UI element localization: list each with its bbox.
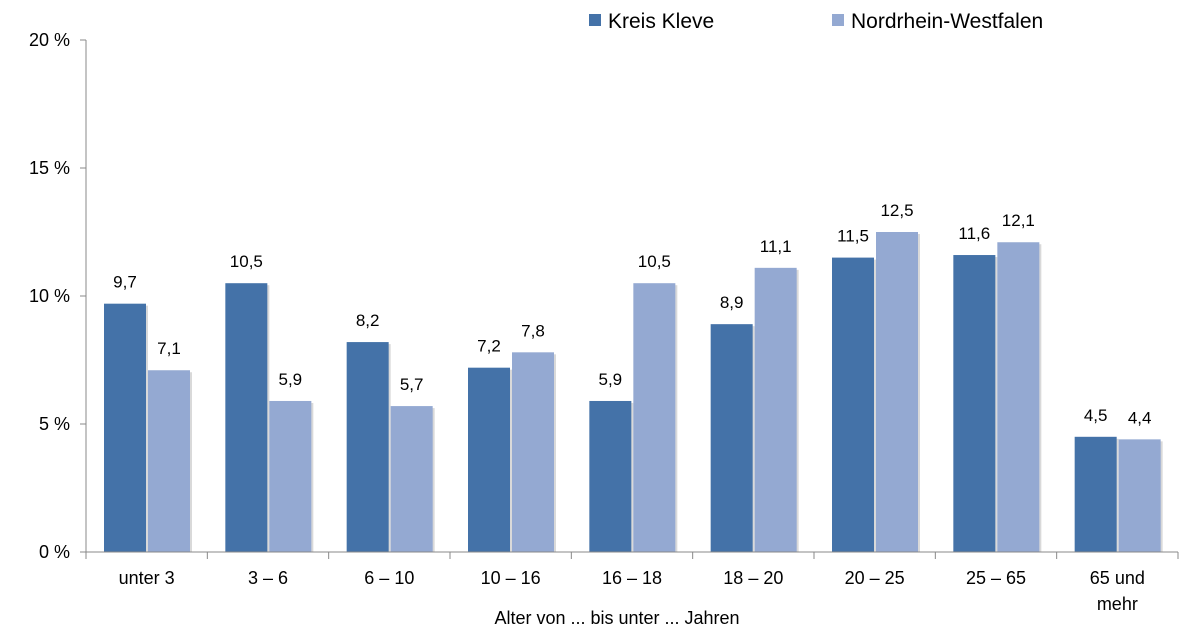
bar-kreis-kleve xyxy=(832,257,874,552)
data-label: 7,2 xyxy=(477,337,501,356)
bars xyxy=(104,232,1163,553)
data-label: 8,2 xyxy=(356,311,380,330)
y-tick-label: 20 % xyxy=(29,30,70,50)
bar-nrw xyxy=(876,232,918,552)
data-labels: 9,7 7,1 10,5 5,9 8,2 5,7 7,2 7,8 5,9 10,5 8,9 11,1 1… xyxy=(113,201,1151,427)
y-tick-label: 0 % xyxy=(39,542,70,562)
data-label: 10,5 xyxy=(230,252,263,271)
data-label: 9,7 xyxy=(113,273,137,292)
bar-nrw xyxy=(512,352,554,552)
legend-label-kreis-kleve: Kreis Kleve xyxy=(608,10,714,33)
legend: Kreis Kleve Nordrhein-Westfalen xyxy=(589,10,1043,33)
data-label: 10,5 xyxy=(638,252,671,271)
data-label: 12,5 xyxy=(880,201,913,220)
bar-nrw xyxy=(148,370,190,552)
data-label: 8,9 xyxy=(720,293,744,312)
data-label: 11,5 xyxy=(837,227,869,246)
x-category-label-line: 10 – 16 xyxy=(481,568,541,588)
bar-nrw xyxy=(1118,439,1161,552)
data-label: 4,5 xyxy=(1084,406,1108,425)
legend-label-nrw: Nordrhein-Westfalen xyxy=(851,10,1043,33)
data-label: 4,4 xyxy=(1128,408,1152,427)
x-axis-title: Alter von ... bis unter ... Jahren xyxy=(494,608,739,628)
data-label: 5,7 xyxy=(400,375,424,394)
data-label: 7,8 xyxy=(521,321,545,340)
x-category-label: 65 und mehr xyxy=(1090,568,1145,614)
bar-kreis-kleve xyxy=(225,283,268,552)
x-category-label: 6 – 10 xyxy=(364,568,414,588)
bar-kreis-kleve xyxy=(346,342,389,552)
x-axis: unter 3 3 – 6 6 – 10 10 – 16 16 – 18 18 – 20 2… xyxy=(85,551,1179,614)
bar-kreis-kleve xyxy=(104,303,146,552)
y-tick-label: 10 % xyxy=(29,286,70,306)
bar-kreis-kleve xyxy=(710,324,753,552)
bar-nrw xyxy=(390,406,433,552)
x-category-label-line: 3 – 6 xyxy=(248,568,288,588)
x-category-label-line: 6 – 10 xyxy=(364,568,414,588)
legend-swatch-nrw xyxy=(832,14,844,26)
y-axis: 0 % 5 % 10 % 15 % 20 % xyxy=(29,30,87,562)
legend-swatch-kreis-kleve xyxy=(589,14,601,26)
data-label: 5,9 xyxy=(279,370,303,389)
x-category-label: 20 – 25 xyxy=(845,568,905,588)
x-category-label-line: 18 – 20 xyxy=(723,568,783,588)
bar-kreis-kleve xyxy=(1074,436,1117,552)
x-category-label-line: 25 – 65 xyxy=(966,568,1026,588)
x-category-label-line: 65 und xyxy=(1090,568,1145,588)
bar-kreis-kleve xyxy=(589,400,632,552)
data-label: 11,6 xyxy=(958,224,990,243)
data-label: 11,1 xyxy=(760,237,792,256)
bar-kreis-kleve xyxy=(953,255,996,553)
bar-nrw xyxy=(269,400,312,552)
data-label: 7,1 xyxy=(157,339,181,358)
bar-nrw xyxy=(754,267,797,552)
x-category-label-line: 20 – 25 xyxy=(845,568,905,588)
y-tick-label: 15 % xyxy=(29,158,70,178)
x-category-label: 18 – 20 xyxy=(723,568,783,588)
x-category-label: 25 – 65 xyxy=(966,568,1026,588)
bar-nrw xyxy=(997,242,1040,553)
bar-nrw xyxy=(633,283,676,552)
x-category-label: 3 – 6 xyxy=(248,568,288,588)
x-category-label: 10 – 16 xyxy=(481,568,541,588)
x-category-label: 16 – 18 xyxy=(602,568,662,588)
x-category-label-line: unter 3 xyxy=(119,568,175,588)
y-tick-label: 5 % xyxy=(39,414,70,434)
x-category-label-line: 16 – 18 xyxy=(602,568,662,588)
bar-kreis-kleve xyxy=(468,367,510,552)
x-category-label: unter 3 xyxy=(119,568,175,588)
data-label: 12,1 xyxy=(1002,211,1035,230)
data-label: 5,9 xyxy=(599,370,623,389)
x-category-label-line: mehr xyxy=(1097,594,1138,614)
